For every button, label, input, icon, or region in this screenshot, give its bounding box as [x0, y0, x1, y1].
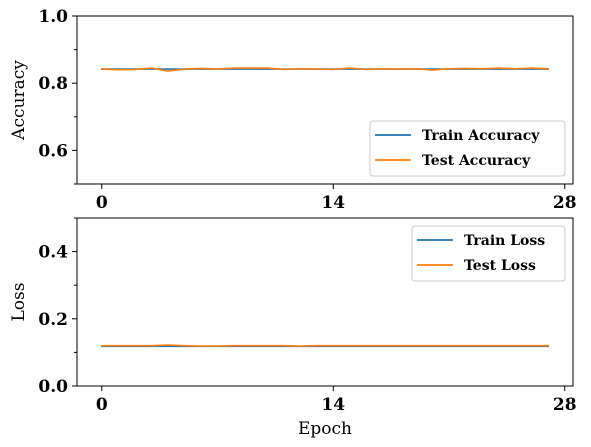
- loss-x-tick-label: 0: [96, 395, 108, 415]
- accuracy-plot-frame: [76, 15, 574, 185]
- accuracy-x-tick-label: 28: [553, 193, 577, 213]
- loss-panel: 0 14 28 0.0 0.2 0.4 Loss Epoch Train Loss Test Lo…: [9, 217, 577, 439]
- accuracy-legend-box: [369, 120, 566, 177]
- accuracy-y-tick-label: 0.6: [38, 141, 68, 161]
- loss-x-tick-label: 14: [321, 395, 345, 415]
- accuracy-x-tick-label: 14: [321, 193, 345, 213]
- accuracy-legend: Train Accuracy Test Accuracy: [369, 120, 566, 177]
- loss-x-axis-label: Epoch: [298, 419, 352, 439]
- loss-x-tick-label: 28: [553, 395, 577, 415]
- loss-legend-label: Test Loss: [464, 258, 536, 274]
- loss-y-tick-label: 0.0: [38, 377, 68, 397]
- accuracy-x-tick-label: 0: [96, 193, 108, 213]
- accuracy-legend-label: Test Accuracy: [422, 153, 531, 169]
- accuracy-y-tick-label: 1.0: [38, 7, 68, 27]
- loss-legend-label: Train Loss: [464, 233, 545, 249]
- loss-y-tick-label: 0.2: [38, 310, 68, 330]
- loss-y-tick-label: 0.4: [38, 243, 68, 263]
- loss-plot-frame: [76, 217, 574, 387]
- accuracy-legend-label: Train Accuracy: [422, 128, 540, 144]
- accuracy-panel: 0 14 28 0.6 0.8 1.0 Accuracy Train Accuracy Test…: [9, 7, 577, 213]
- accuracy-y-axis-label: Accuracy: [9, 60, 29, 141]
- loss-legend: Train Loss Test Loss: [411, 225, 566, 282]
- loss-y-axis-label: Loss: [9, 283, 29, 322]
- accuracy-series-test-accuracy: [100, 67, 550, 72]
- loss-series-test-loss: [101, 344, 549, 347]
- accuracy-y-tick-label: 0.8: [38, 74, 68, 94]
